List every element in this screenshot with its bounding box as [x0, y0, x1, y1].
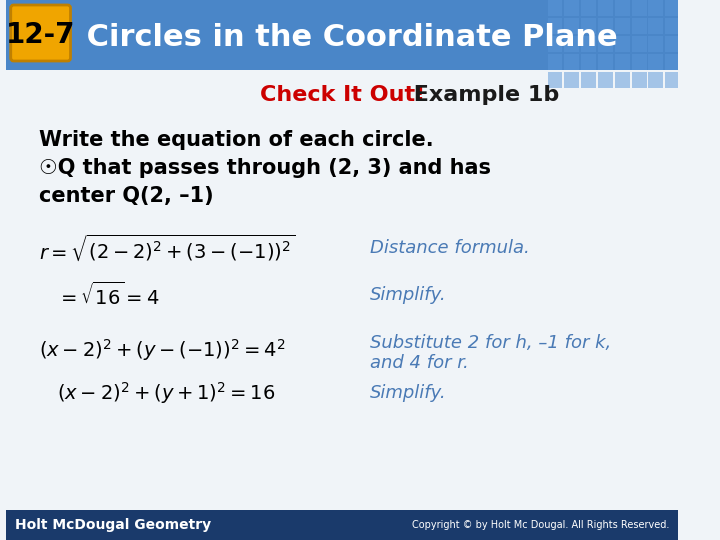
FancyBboxPatch shape	[615, 0, 630, 16]
Text: $= \sqrt{16} = 4$: $= \sqrt{16} = 4$	[58, 281, 160, 309]
FancyBboxPatch shape	[631, 0, 647, 16]
FancyBboxPatch shape	[615, 54, 630, 70]
FancyBboxPatch shape	[564, 18, 580, 34]
FancyBboxPatch shape	[598, 18, 613, 34]
FancyBboxPatch shape	[665, 54, 680, 70]
FancyBboxPatch shape	[564, 0, 580, 16]
Text: 12-7: 12-7	[6, 21, 76, 49]
Text: and 4 for r.: and 4 for r.	[370, 354, 469, 372]
FancyBboxPatch shape	[581, 18, 596, 34]
FancyBboxPatch shape	[581, 0, 596, 16]
Text: Substitute 2 for h, –1 for k,: Substitute 2 for h, –1 for k,	[370, 334, 611, 352]
Text: Circles in the Coordinate Plane: Circles in the Coordinate Plane	[76, 24, 618, 52]
FancyBboxPatch shape	[615, 18, 630, 34]
Text: center Q(2, –1): center Q(2, –1)	[39, 186, 213, 206]
FancyBboxPatch shape	[615, 72, 630, 88]
FancyBboxPatch shape	[649, 72, 663, 88]
FancyBboxPatch shape	[564, 54, 580, 70]
Text: Simplify.: Simplify.	[370, 286, 447, 304]
Text: Distance formula.: Distance formula.	[370, 239, 530, 257]
FancyBboxPatch shape	[598, 0, 613, 16]
Text: Check It Out!: Check It Out!	[259, 85, 425, 105]
Text: Example 1b: Example 1b	[405, 85, 559, 105]
FancyBboxPatch shape	[649, 54, 663, 70]
FancyBboxPatch shape	[547, 72, 562, 88]
Text: Write the equation of each circle.: Write the equation of each circle.	[39, 130, 433, 150]
Text: $r = \sqrt{(2-2)^2 + (3-(-1))^2}$: $r = \sqrt{(2-2)^2 + (3-(-1))^2}$	[39, 233, 295, 263]
FancyBboxPatch shape	[547, 54, 562, 70]
FancyBboxPatch shape	[598, 36, 613, 52]
FancyBboxPatch shape	[581, 36, 596, 52]
FancyBboxPatch shape	[6, 0, 678, 70]
FancyBboxPatch shape	[665, 0, 680, 16]
FancyBboxPatch shape	[631, 72, 647, 88]
FancyBboxPatch shape	[547, 18, 562, 34]
FancyBboxPatch shape	[11, 5, 71, 61]
Text: Copyright © by Holt Mc Dougal. All Rights Reserved.: Copyright © by Holt Mc Dougal. All Right…	[412, 520, 669, 530]
Text: ☉Q that passes through (2, 3) and has: ☉Q that passes through (2, 3) and has	[39, 158, 491, 178]
FancyBboxPatch shape	[631, 54, 647, 70]
FancyBboxPatch shape	[581, 72, 596, 88]
FancyBboxPatch shape	[649, 0, 663, 16]
FancyBboxPatch shape	[665, 36, 680, 52]
FancyBboxPatch shape	[665, 18, 680, 34]
Text: $(x - 2)^2 + (y - (-1))^2 = 4^2$: $(x - 2)^2 + (y - (-1))^2 = 4^2$	[39, 337, 285, 363]
FancyBboxPatch shape	[564, 72, 580, 88]
FancyBboxPatch shape	[649, 36, 663, 52]
FancyBboxPatch shape	[547, 36, 562, 52]
FancyBboxPatch shape	[598, 54, 613, 70]
Text: Holt McDougal Geometry: Holt McDougal Geometry	[15, 518, 212, 532]
FancyBboxPatch shape	[598, 72, 613, 88]
FancyBboxPatch shape	[631, 18, 647, 34]
FancyBboxPatch shape	[547, 0, 562, 16]
FancyBboxPatch shape	[564, 36, 580, 52]
FancyBboxPatch shape	[6, 510, 678, 540]
FancyBboxPatch shape	[649, 18, 663, 34]
Text: Simplify.: Simplify.	[370, 384, 447, 402]
FancyBboxPatch shape	[581, 54, 596, 70]
FancyBboxPatch shape	[631, 36, 647, 52]
Text: $(x - 2)^2 + (y + 1)^2 = 16$: $(x - 2)^2 + (y + 1)^2 = 16$	[58, 380, 276, 406]
FancyBboxPatch shape	[665, 72, 680, 88]
FancyBboxPatch shape	[615, 36, 630, 52]
